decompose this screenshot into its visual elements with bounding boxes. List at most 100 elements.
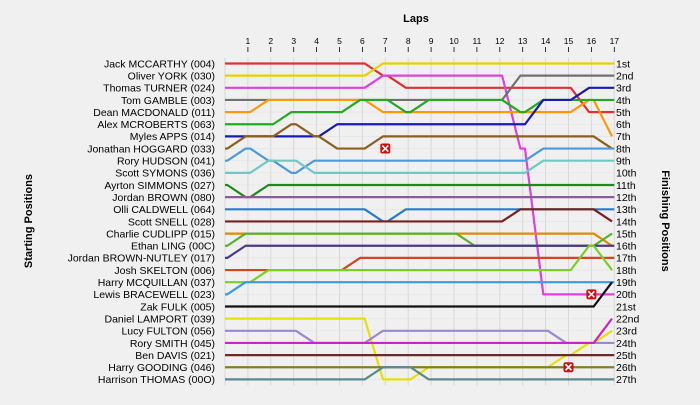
finish-position-label: 23rd: [616, 326, 637, 338]
start-position-label: Olli CALDWELL (064): [113, 204, 215, 216]
finish-position-label: 11th: [616, 180, 636, 192]
lap-tick-label: 1: [246, 36, 251, 46]
series-line: [225, 98, 613, 137]
start-position-label: Rory HUDSON (041): [117, 156, 215, 168]
finish-position-label: 25th: [616, 350, 637, 362]
grid-layer: [224, 47, 615, 386]
series-line: [225, 329, 615, 345]
lap-tick-label: 11: [472, 36, 481, 46]
series-line: [225, 232, 613, 247]
lap-tick-label: 6: [360, 36, 365, 46]
start-position-label: Jack MCCARTHY (004): [104, 58, 215, 70]
finish-position-label: 4th: [616, 95, 631, 107]
start-position-label: Scott SNELL (028): [128, 216, 215, 228]
start-position-label: Josh SKELTON (006): [114, 265, 215, 277]
start-position-label: Lucy FULTON (056): [121, 326, 215, 338]
retired-marker-cross: [587, 290, 595, 298]
finish-position-label: 20th: [616, 289, 637, 301]
series-line: [225, 317, 613, 381]
finish-position-label: 15th: [616, 228, 637, 240]
finish-position-label: 13th: [616, 204, 637, 216]
series-line: [225, 62, 615, 77]
lap-tick-label: 4: [314, 36, 319, 46]
finish-position-label: 22nd: [616, 313, 640, 325]
start-position-label: Scott SYMONS (036): [115, 168, 215, 180]
start-position-label: Jonathan HOGGARD (033): [87, 143, 215, 155]
retired-x-marker: [380, 143, 391, 154]
finish-position-label: 1st: [616, 58, 630, 70]
lap-tick-label: 5: [337, 36, 342, 46]
start-position-label: Harrison THOMAS (00O): [98, 374, 215, 386]
finish-position-label: 21st: [616, 301, 636, 313]
finish-position-label: 14th: [616, 216, 637, 228]
start-position-label: Alex MCROBERTS (063): [97, 119, 215, 131]
finish-position-label: 8th: [616, 143, 631, 155]
start-position-label: Jordan BROWN-NUTLEY (017): [68, 253, 215, 265]
start-position-label: Oliver YORK (030): [128, 70, 215, 82]
start-position-label: Zak FULK (005): [140, 301, 215, 313]
chart-title: Laps: [403, 13, 429, 25]
series-line: [225, 123, 613, 150]
start-position-label: Harry MCQUILLAN (037): [98, 277, 215, 289]
lap-tick-label: 10: [449, 36, 459, 46]
lap-tick-label: 13: [518, 36, 528, 46]
finish-position-label: 7th: [616, 131, 631, 143]
start-position-label: Rory SMITH (045): [130, 338, 215, 350]
series-line: [225, 98, 615, 126]
finish-position-label: 9th: [616, 156, 631, 168]
start-position-label: Tom GAMBLE (003): [121, 95, 215, 107]
y-axis-label-right: Finishing Positions: [659, 170, 671, 271]
finish-position-label: 27th: [616, 374, 637, 386]
finish-position-label: 6th: [616, 119, 631, 131]
series-line: [225, 256, 615, 272]
series-line: [225, 159, 615, 174]
finish-position-label: 18th: [616, 265, 637, 277]
series-line: [225, 281, 613, 308]
lap-tick-label: 8: [406, 36, 411, 46]
start-position-label: Lewis BRACEWELL (023): [93, 289, 215, 301]
finish-position-label: 16th: [616, 241, 637, 253]
series-line: [225, 183, 615, 199]
series-line: [225, 244, 613, 284]
start-position-label: Jordan BROWN (080): [112, 192, 215, 204]
series-line: [225, 86, 615, 138]
series-line: [225, 281, 615, 296]
finish-position-label: 2nd: [616, 70, 634, 82]
finish-position-label: 5th: [616, 107, 631, 119]
start-position-label: Harry GOODING (046): [108, 362, 215, 374]
retire-marks-layer: [380, 143, 597, 373]
start-position-label: Ben DAVIS (021): [135, 350, 215, 362]
series-line: [225, 366, 615, 381]
finish-position-label: 17th: [616, 253, 637, 265]
finish-position-label: 26th: [616, 362, 637, 374]
lap-tick-label: 12: [495, 36, 505, 46]
retired-marker-cross: [381, 144, 389, 153]
finish-position-label: 19th: [616, 277, 637, 289]
start-position-label: Ethan LING (00C): [131, 241, 215, 253]
series-line: [225, 244, 615, 259]
lap-tick-label: 16: [587, 36, 597, 46]
y-axis-label-left: Starting Positions: [23, 174, 35, 268]
finish-position-label: 10th: [616, 168, 637, 180]
lap-tick-label: 3: [291, 36, 296, 46]
finish-position-label: 12th: [616, 192, 637, 204]
start-position-label: Ayrton SIMMONS (027): [104, 180, 215, 192]
retired-marker-cross: [564, 363, 573, 371]
lap-tick-label: 15: [564, 36, 574, 46]
start-position-label: Charlie CUDLIPP (015): [106, 228, 215, 240]
series-line: [225, 147, 615, 174]
finish-position-label: 3rd: [616, 83, 631, 95]
series-line: [225, 232, 613, 247]
series-line: [225, 208, 615, 223]
series-line: [225, 62, 615, 114]
retired-x-marker: [586, 289, 597, 300]
series-layer: [225, 62, 615, 381]
lap-tick-label: 17: [610, 36, 620, 46]
start-position-label: Myles APPS (014): [130, 131, 215, 143]
lap-tick-label: 7: [383, 36, 388, 46]
series-line: [225, 208, 613, 223]
start-position-label: Dean MACDONALD (011): [93, 107, 215, 119]
